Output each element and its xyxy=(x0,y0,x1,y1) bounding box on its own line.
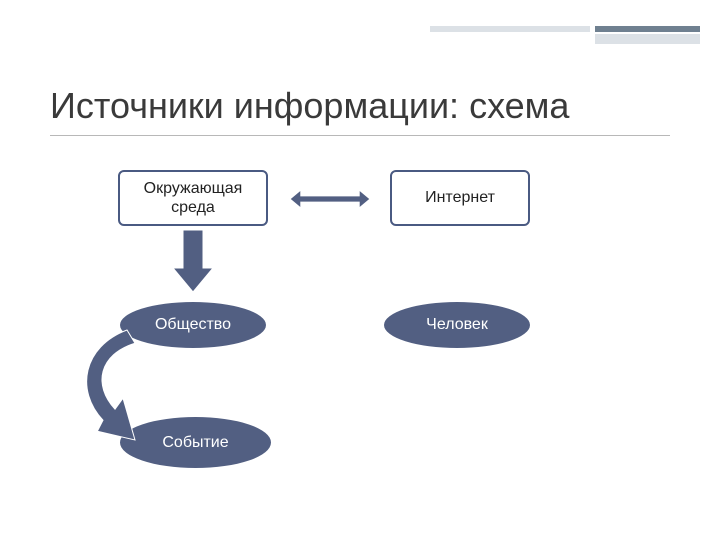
node-society-label: Общество xyxy=(155,315,231,334)
node-env-label: Окружающая среда xyxy=(144,179,243,217)
slide-title: Источники информации: схема xyxy=(50,85,569,127)
node-internet-label: Интернет xyxy=(425,188,495,207)
node-human-label: Человек xyxy=(426,315,488,334)
node-env: Окружающая среда xyxy=(118,170,268,226)
deco-bar-1 xyxy=(430,26,590,32)
deco-bar-2 xyxy=(595,26,700,32)
node-internet: Интернет xyxy=(390,170,530,226)
connector-society-event xyxy=(75,330,155,440)
deco-bar-3 xyxy=(595,34,700,44)
slide: { "canvas": { "width": 720, "height": 54… xyxy=(0,0,720,540)
node-human: Человек xyxy=(382,300,532,350)
node-event-label: Событие xyxy=(162,433,228,452)
title-underline xyxy=(50,135,670,136)
connector-env-society xyxy=(173,230,213,292)
connector-env-internet xyxy=(290,190,370,208)
